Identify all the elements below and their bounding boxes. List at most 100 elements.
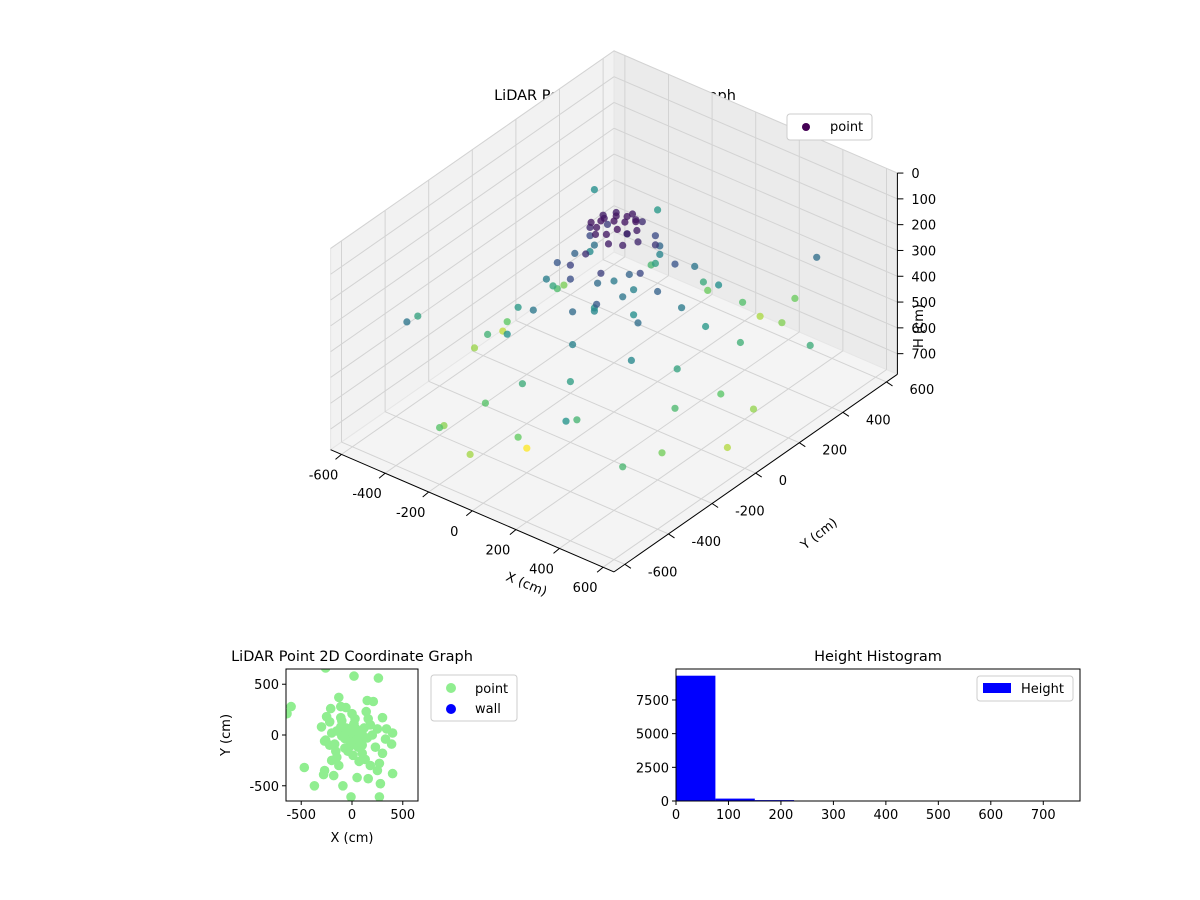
legend-2d-point-marker bbox=[446, 683, 456, 693]
point-2d-marker bbox=[381, 724, 392, 734]
grid-3d-y-floor bbox=[515, 320, 800, 444]
point-3d-marker bbox=[678, 304, 686, 312]
point-3d-marker bbox=[715, 281, 723, 289]
point-3d-marker bbox=[529, 306, 537, 314]
y-2d-tick-label: -500 bbox=[249, 780, 279, 795]
histogram-ticks: 0 100 200 300 400 500 600 700 0 2500 5000 7500 bbox=[636, 694, 1056, 823]
point-2d-marker bbox=[320, 669, 331, 673]
point-2d-marker bbox=[334, 760, 344, 771]
histogram-y-tick-label: 2500 bbox=[636, 761, 669, 776]
legend-3d-point-marker bbox=[802, 123, 810, 131]
point-3d-marker bbox=[582, 250, 590, 258]
point-3d-marker bbox=[623, 230, 631, 238]
point-3d-marker bbox=[756, 312, 764, 320]
legend-3d: point bbox=[786, 113, 873, 141]
point-3d-marker bbox=[560, 281, 568, 289]
point-3d-marker bbox=[627, 356, 636, 364]
x-3d-tick bbox=[553, 548, 560, 554]
grid-3d-z-left bbox=[330, 127, 615, 327]
point-3d-marker bbox=[656, 250, 664, 258]
point-2d-marker bbox=[341, 702, 351, 713]
point-3d-marker bbox=[634, 319, 642, 327]
point-2d-marker bbox=[316, 722, 327, 732]
point-3d-marker bbox=[654, 206, 662, 214]
histogram-y-tick-label: 7500 bbox=[636, 694, 669, 709]
point-3d-marker bbox=[736, 338, 745, 347]
point-3d-marker bbox=[638, 218, 646, 226]
point-3d-marker bbox=[590, 307, 599, 315]
histogram-bar bbox=[715, 798, 755, 801]
point-2d-marker bbox=[319, 765, 330, 776]
point-2d-marker bbox=[349, 671, 359, 681]
point-3d-marker bbox=[671, 260, 679, 268]
point-3d-marker bbox=[704, 286, 712, 294]
point-3d-marker bbox=[658, 449, 666, 457]
point-3d-marker bbox=[553, 259, 561, 267]
point-3d-marker bbox=[619, 241, 627, 249]
z-3d-tick-label: 100 bbox=[911, 193, 936, 208]
legend-2d: point wall bbox=[430, 674, 518, 722]
z-3d-tick-label: 700 bbox=[911, 348, 936, 363]
point-3d-marker bbox=[625, 270, 633, 279]
histogram-y-tick-label: 0 bbox=[661, 795, 669, 810]
z-3d-tick-label: 500 bbox=[911, 296, 936, 311]
point-3d-marker bbox=[542, 275, 551, 283]
point-3d-marker bbox=[651, 232, 660, 240]
x-3d-tick-label: -600 bbox=[309, 468, 339, 483]
point-3d-marker bbox=[549, 282, 557, 290]
grid-3d-z-left bbox=[330, 102, 615, 301]
histogram-x-tick-label: 300 bbox=[821, 808, 846, 823]
point-3d-marker bbox=[503, 330, 511, 338]
point-3d-marker bbox=[671, 404, 679, 412]
y-3d-tick-label: 0 bbox=[779, 474, 787, 489]
point-3d-marker bbox=[414, 312, 422, 320]
point-3d-marker bbox=[590, 186, 599, 194]
point-3d-marker bbox=[566, 378, 575, 386]
point-3d-marker bbox=[621, 218, 629, 226]
y-3d-tick bbox=[842, 411, 850, 417]
point-2d-marker bbox=[326, 728, 337, 738]
point-3d-marker bbox=[610, 277, 618, 285]
point-3d-marker bbox=[630, 286, 638, 294]
point-3d-marker bbox=[717, 390, 725, 398]
point-2d-marker bbox=[347, 708, 357, 719]
point-3d-marker bbox=[562, 417, 570, 425]
x-axis-2d-label: X (cm) bbox=[331, 831, 374, 846]
x-3d-tick-label: -200 bbox=[396, 506, 426, 521]
point-3d-marker bbox=[566, 275, 575, 283]
point-3d-marker bbox=[632, 218, 640, 226]
point-3d-marker bbox=[403, 318, 411, 326]
point-2d-marker bbox=[338, 781, 348, 791]
point-3d-marker bbox=[481, 399, 489, 407]
point-3d-marker bbox=[602, 230, 611, 238]
point-2d-marker bbox=[370, 742, 381, 752]
point-2d-marker bbox=[357, 740, 368, 750]
grid-3d-y-floor bbox=[602, 259, 887, 383]
point-2d-marker bbox=[374, 758, 385, 769]
point-3d-marker bbox=[594, 279, 602, 287]
point-2d-marker bbox=[368, 696, 379, 707]
point-2d-marker bbox=[361, 706, 372, 717]
point-2d-marker bbox=[325, 703, 336, 714]
y-3d-tick bbox=[668, 533, 675, 539]
ticks-2d: -500 0 500 -500 0 500 bbox=[249, 678, 415, 823]
point-3d-marker bbox=[591, 230, 600, 238]
histogram-x-tick-label: 100 bbox=[716, 808, 741, 823]
point-3d-marker bbox=[518, 380, 527, 388]
y-3d-tick-label: 400 bbox=[866, 413, 891, 428]
x-3d-tick bbox=[465, 510, 473, 517]
point-3d-marker bbox=[573, 416, 581, 424]
z-axis-3d-label: H (cm) bbox=[912, 304, 927, 348]
y-3d-tick-label: 600 bbox=[910, 383, 935, 398]
point-2d-marker bbox=[372, 724, 383, 734]
y-3d-tick bbox=[755, 472, 762, 478]
grid-3d-z-back bbox=[613, 179, 898, 303]
point-2d-marker bbox=[380, 734, 391, 744]
y-3d-tick-label: -600 bbox=[648, 565, 678, 580]
legend-histogram-swatch bbox=[983, 683, 1011, 693]
point-3d-marker bbox=[699, 278, 708, 286]
point-3d-marker bbox=[813, 253, 821, 261]
histogram-bar bbox=[676, 675, 716, 801]
legend-2d-wall-marker bbox=[446, 704, 456, 714]
legend-histogram: Height bbox=[976, 675, 1074, 702]
